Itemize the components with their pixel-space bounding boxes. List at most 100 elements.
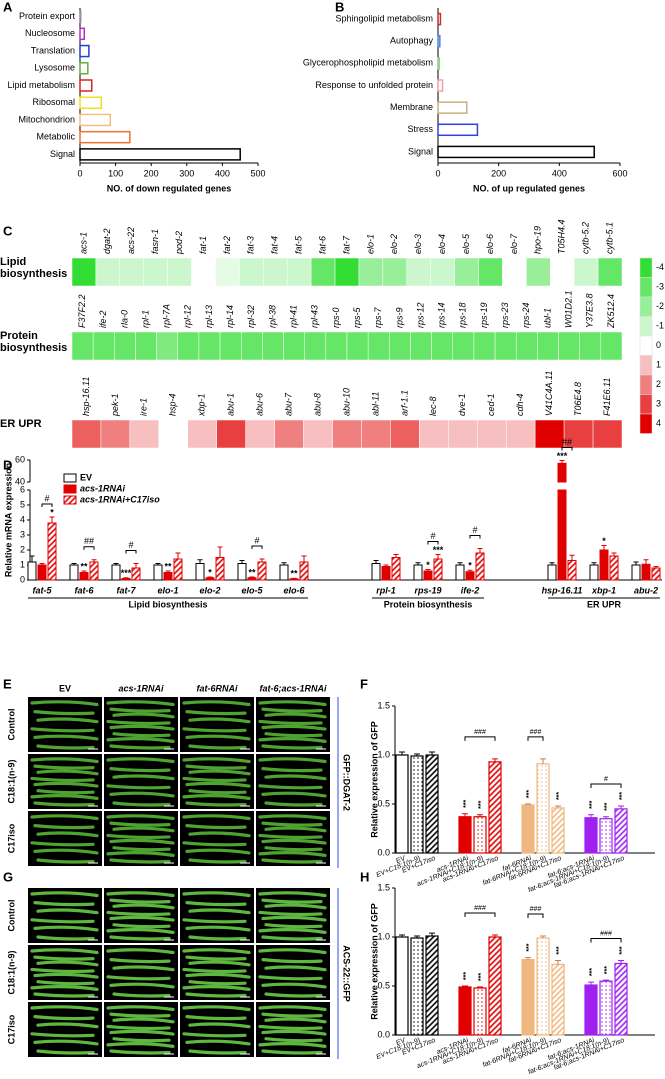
group-label: Protein biosynthesis [384,599,473,609]
y-tick-label: 3 [20,529,25,539]
significance: *** [619,946,626,954]
bar [247,577,257,581]
worm [30,794,99,800]
worm [258,1024,323,1031]
worm [33,1039,99,1046]
heat-cell [430,257,455,287]
micrograph [256,754,330,809]
micrograph [28,697,102,752]
gene-label: V41C4A.11 [544,371,554,416]
gene-label: rps-12 [415,302,425,328]
gene-label: rps-19 [479,302,489,328]
heat-cell [346,331,369,361]
worm [33,992,95,998]
worm [33,972,99,979]
bar [371,563,381,581]
bar [433,558,443,581]
legend-label: 3 [656,399,661,409]
error-bar [492,934,498,937]
category-label: elo-1 [157,585,178,595]
heat-cell [71,331,94,361]
worm [106,851,175,857]
bar [473,987,487,1036]
worm [264,903,327,910]
category-label: Lipid metabolism [7,80,75,90]
significance: *** [589,800,596,808]
gene-label: abu-6 [255,393,265,416]
worm [109,821,171,827]
bar [205,577,215,581]
error-bar [467,569,473,572]
y-tick-label: 0.5 [377,980,390,990]
worm [30,841,95,847]
worm [182,700,251,707]
legend-label: -3 [656,282,664,292]
heat-cell [390,419,420,449]
row-label: Lipid biosynthesis [0,256,67,280]
gene-label: T05H4.4 [557,219,567,254]
micrograph [256,945,330,1000]
heat-cell [71,257,97,287]
gene-label: elo-6 [485,234,495,254]
bar [567,560,577,581]
worm [188,769,251,776]
worm [264,992,323,998]
worm [36,769,99,776]
gene-label: fat-5 [294,235,304,254]
heat-cell [119,257,144,287]
significance: *** [478,800,485,808]
worm [112,923,171,929]
legend-swatch [639,316,653,337]
gene-label: hpo-19 [533,226,543,254]
worm [188,789,247,795]
heat-cell [537,331,559,361]
gene-label: elo-3 [413,234,423,254]
bar [37,564,47,581]
legend-swatch [63,484,77,494]
category-label: fat-5 [32,585,52,595]
worm [36,980,95,986]
worm [36,1049,95,1055]
bracket [427,541,439,545]
worm [36,908,99,915]
worm [33,710,95,716]
gene-label: rpl-1 [140,310,150,328]
bar [215,557,225,581]
worm [182,948,251,955]
worm [264,712,327,719]
bar [614,808,628,854]
gene-label: elo-7 [509,233,519,254]
row-label: ER UPR [0,418,42,430]
heat-cell [156,331,179,361]
gene-label: elo-5 [461,233,471,254]
worm [33,801,95,807]
gene-label: fat-3 [246,236,256,254]
bar [79,572,89,581]
heat-cell [558,331,580,361]
error-bar [414,753,420,756]
heat-cell [477,419,507,449]
category-label: Translation [31,45,75,55]
worm [109,791,175,798]
error-bar [457,562,463,565]
significance: *** [556,946,563,954]
heat-cell [283,331,305,361]
micrograph [104,945,178,1000]
group-label: ER UPR [587,599,622,609]
worm [261,858,323,864]
y-tick-label: 1 [20,559,25,569]
heat-cell [198,331,221,361]
heat-cell [167,257,192,287]
bracket [125,550,137,554]
bar [79,148,241,161]
worm [185,781,251,788]
row-label: Control [6,709,16,741]
bracket [527,736,544,741]
heat-cell [304,331,327,361]
bar [458,986,472,1036]
heat-cell [262,331,284,361]
heat-cell [332,419,362,449]
category-label: Autophagy [390,36,434,46]
side-label: ACS-22::GFP [342,945,352,1002]
